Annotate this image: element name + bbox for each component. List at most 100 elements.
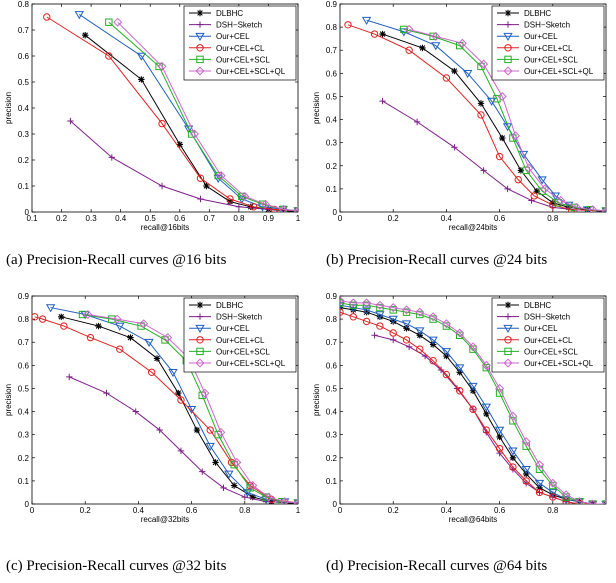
data-point-our-cel-scl (429, 315, 437, 323)
x-tick-label: 0.9 (263, 214, 275, 223)
data-point-dsh-sketch (451, 144, 458, 151)
data-point-our-cel-cl (370, 30, 379, 38)
data-point-our-cel-scl-ql (534, 460, 545, 470)
legend-label-our-cel-scl-ql: Our+CEL+SCL+QL (524, 67, 594, 76)
data-point-our-cel-scl-ql (431, 31, 441, 41)
data-point-our-cel-cl (456, 387, 464, 395)
data-point-our-cel-scl (495, 389, 504, 397)
data-point-our-cel (537, 176, 547, 185)
data-point-dlbhc (138, 76, 145, 83)
data-point-our-cel (401, 320, 412, 329)
chart-panel-c: 0 0.2 0.4 0.6 0.8 1 0 0.1 0.2 0.3 0.4 0.5 0.6 0.7 0.8 0… (0, 292, 308, 524)
data-point-our-cel-scl-ql (455, 328, 465, 338)
legend-marker-our-cel-cl (196, 44, 204, 52)
x-axis-label: recall@16bits (141, 223, 190, 232)
series-group (340, 296, 606, 504)
legend-marker-dsh-sketch (196, 21, 204, 28)
data-point-our-cel (293, 499, 298, 504)
legend-marker-our-cel-scl (196, 55, 204, 64)
data-point-our-cel-cl (344, 21, 352, 29)
data-point-dsh-sketch (220, 484, 227, 492)
data-point-our-cel-scl-ql (511, 131, 521, 141)
data-point-our-cel (601, 207, 606, 212)
y-tick-label: 0.6 (18, 361, 30, 370)
x-tick-label: 0.2 (388, 214, 400, 223)
data-point-dlbhc (127, 334, 134, 341)
data-point-our-cel-cl (530, 192, 538, 200)
data-point-our-cel-scl-ql (362, 298, 372, 308)
data-point-our-cel-scl (376, 303, 384, 312)
data-point-our-cel-scl-ql (216, 171, 226, 181)
data-point-our-cel (428, 336, 438, 345)
caption-b: (b) Precision-Recall curves @24 bits (326, 252, 548, 268)
data-point-dlbhc (451, 67, 458, 75)
data-point-our-cel-scl-ql (468, 342, 478, 352)
data-point-our-cel-scl-ql (232, 457, 242, 467)
x-tick-label: 0.1 (26, 214, 38, 223)
data-point-our-cel (534, 479, 545, 489)
data-point-our-cel-scl (562, 493, 570, 501)
data-point-our-cel-cl (469, 405, 477, 413)
data-point-dlbhc (58, 313, 65, 320)
data-point-our-cel (136, 52, 147, 61)
series-line-our-cel (366, 19, 606, 212)
legend-marker-our-cel-cl (504, 336, 512, 344)
data-point-our-cel-cl (376, 322, 384, 330)
chart-svg: 0 0.2 0.4 0.6 0.8 1 0 0.1 0.2 0.3 0.4 0.5 0.6 0.7 0.8 0… (4, 292, 301, 524)
data-point-our-cel (431, 42, 441, 51)
data-point-our-cel-cl (442, 370, 451, 379)
data-point-our-cel-scl (340, 299, 344, 307)
data-point-our-cel-cl (38, 315, 47, 323)
data-point-dlbhc (175, 389, 182, 397)
data-point-dlbhc (203, 182, 210, 190)
data-point-dlbhc (82, 32, 89, 39)
data-point-dlbhc (230, 482, 238, 489)
x-tick-label: 0.4 (441, 506, 453, 515)
data-point-our-cel-scl-ql (479, 59, 489, 69)
y-tick-label: 0.6 (326, 69, 338, 78)
data-point-our-cel-scl-ql (524, 163, 534, 173)
data-point-our-cel (183, 125, 194, 134)
y-tick-label: 0 (25, 500, 30, 509)
data-point-our-cel-scl (389, 306, 397, 314)
data-point-dsh-sketch (67, 117, 74, 125)
data-point-our-cel (441, 348, 452, 357)
data-point-our-cel-scl-ql (588, 205, 598, 212)
legend-label-our-cel-scl: Our+CEL+SCL (524, 347, 578, 356)
data-point-our-cel-scl-ql (112, 314, 122, 324)
data-point-dsh-sketch (158, 182, 166, 190)
data-point-dsh-sketch (199, 468, 206, 475)
data-point-our-cel-scl-ql (574, 497, 584, 504)
data-point-our-cel-scl-ql (457, 38, 467, 48)
legend-label-our-cel-cl: Our+CEL+CL (524, 336, 573, 345)
y-tick-label: 0.8 (326, 23, 338, 32)
y-tick-label: 0 (25, 208, 30, 217)
data-point-dlbhc (193, 426, 201, 434)
legend-marker-our-cel-scl (504, 347, 512, 356)
legend: DLBHC DSH−Sketch Our+CEL Our+CEL+CL Our+CEL+… (183, 297, 297, 373)
data-point-our-cel-scl-ql (375, 300, 385, 310)
data-point-dlbhc (95, 322, 102, 330)
data-point-dsh-sketch (437, 366, 445, 374)
y-axis-label: precision (312, 384, 321, 416)
y-tick-label: 0.7 (326, 338, 338, 347)
data-point-our-cel-cl (429, 357, 437, 365)
legend-marker-dlbhc (504, 301, 512, 309)
y-tick-label: 0 (333, 500, 338, 509)
legend-label-our-cel-scl: Our+CEL+SCL (216, 347, 270, 356)
series-line-our-cel-scl (340, 302, 606, 504)
series-line-dsh-sketch (69, 376, 298, 504)
y-axis-label: precision (312, 92, 321, 124)
legend-marker-dsh-sketch (504, 313, 512, 320)
chart-panel-a: 0.1 0.2 0.3 0.4 0.5 0.6 0.7 0.8 0.9 1 0 0.1 0.2 0.3 0.… (0, 0, 308, 232)
data-point-our-cel (361, 16, 372, 25)
data-point-dlbhc (499, 134, 506, 142)
y-tick-label: 0.1 (18, 182, 30, 191)
data-point-our-cel (375, 311, 385, 320)
y-tick-label: 0.3 (326, 431, 338, 440)
chart-panel-b: 0 0.2 0.4 0.6 0.8 0 0.1 0.2 0.3 0.4 0.5 0.6 0.7 0.8 0.… (308, 0, 616, 232)
y-tick-label: 0.1 (18, 477, 30, 486)
legend-marker-our-cel (503, 324, 513, 334)
data-point-our-cel (115, 322, 125, 331)
